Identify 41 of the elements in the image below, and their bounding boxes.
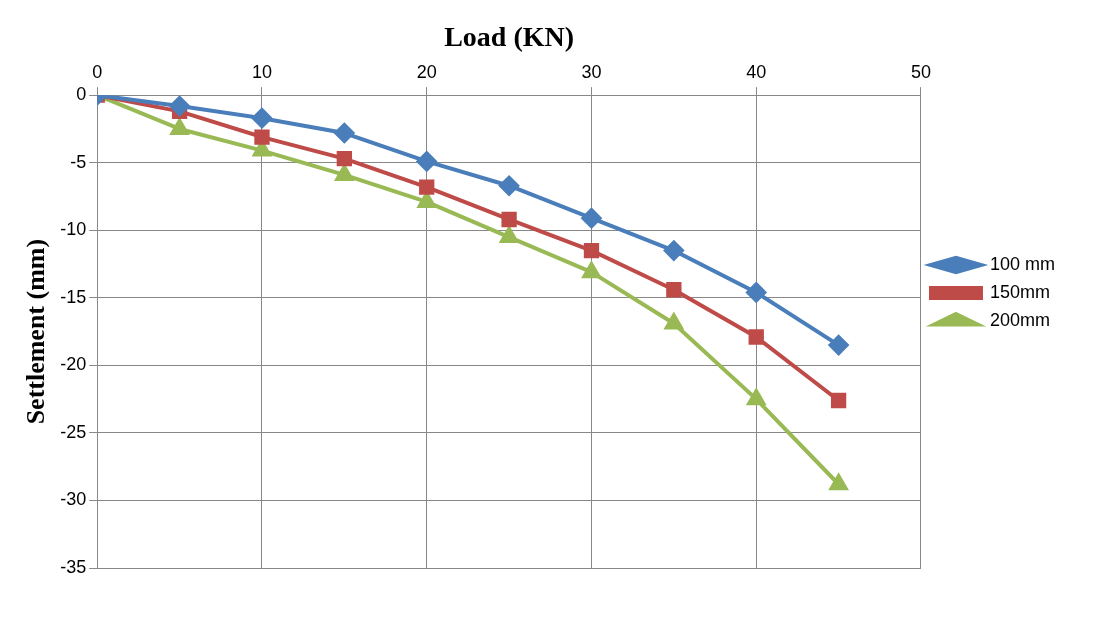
x-tick-label: 20 [416,62,437,83]
x-tick-label: 30 [581,62,602,83]
point [747,389,766,406]
legend-label: 150mm [989,281,1051,302]
point [336,151,352,167]
point [581,208,602,229]
y-tick-label: -10 [60,219,87,240]
point [254,129,270,145]
point [416,151,437,172]
point [499,175,520,196]
legend-label: 100 mm [989,253,1056,274]
y-tick-label: -30 [60,489,87,510]
y-tick-label: -25 [60,421,87,442]
x-tick-label: 0 [92,62,103,83]
point [334,123,355,144]
point [829,474,848,491]
y-tick-label: -5 [70,151,87,172]
y-tick-label: 0 [76,84,87,105]
point [251,108,272,129]
point [828,335,849,356]
point [419,179,435,195]
point [500,227,519,244]
x-tick-label: 40 [746,62,767,83]
legend-label: 200mm [989,309,1051,330]
point [664,313,683,330]
x-tick-label: 50 [910,62,931,83]
point [501,211,517,228]
y-tick-label: -35 [60,556,87,577]
point [666,282,682,298]
point [748,329,764,345]
y-axis-title: Settlement (mm) [21,238,51,425]
y-tick-label: -20 [60,354,87,375]
y-tick-label: -15 [60,286,87,307]
point [746,282,767,303]
point [169,96,190,117]
x-axis-title: Load (KN) [444,21,575,53]
point [582,262,601,279]
point [583,242,600,259]
point [663,240,684,261]
point [830,392,847,409]
x-tick-label: 10 [251,62,272,83]
